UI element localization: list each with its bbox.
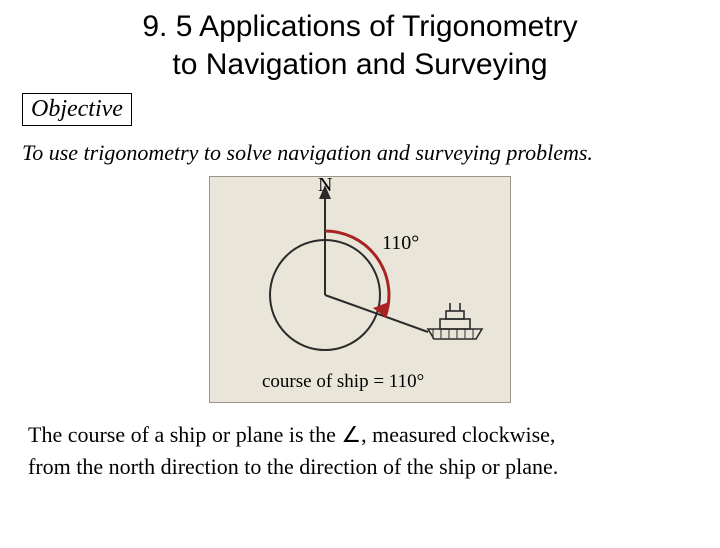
- diagram-container: N 110° course of ship = 110°: [0, 176, 720, 407]
- objective-text: To use trigonometry to solve navigation …: [22, 140, 698, 166]
- title-line-2: to Navigation and Surveying: [172, 48, 547, 81]
- course-definition: The course of a ship or plane is the ∠, …: [28, 419, 692, 483]
- objective-heading: Objective: [31, 96, 123, 122]
- footer-post: , measured clockwise,: [361, 422, 555, 447]
- angle-label: 110°: [382, 232, 419, 254]
- bearing-diagram: N 110° course of ship = 110°: [209, 176, 511, 403]
- footer-pre: The course of a ship or plane is the: [28, 422, 341, 447]
- footer-line2: from the north direction to the directio…: [28, 454, 558, 479]
- bearing-svg: N 110° course of ship = 110°: [210, 177, 510, 402]
- ship-icon: [428, 303, 482, 339]
- diagram-caption: course of ship = 110°: [262, 371, 424, 392]
- angle-icon: ∠: [341, 422, 361, 447]
- objective-heading-box: Objective: [22, 93, 132, 126]
- page-title: 9. 5 Applications of Trigonometry to Nav…: [0, 8, 720, 83]
- bearing-line: [325, 295, 428, 332]
- north-label: N: [318, 177, 332, 196]
- title-line-1: 9. 5 Applications of Trigonometry: [142, 10, 577, 43]
